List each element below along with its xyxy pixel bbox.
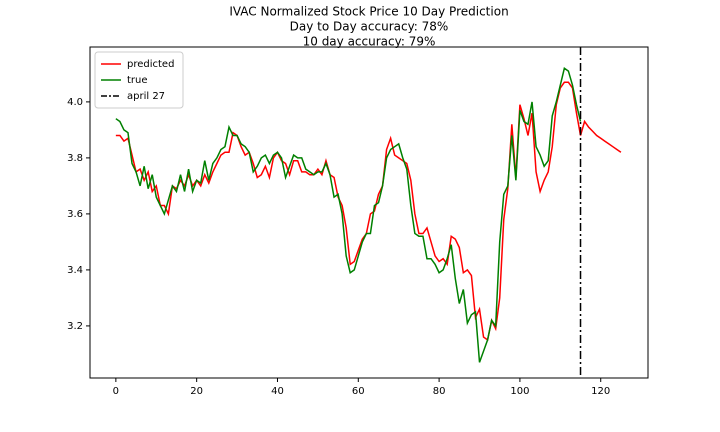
y-tick-label: 3.4 xyxy=(67,265,83,276)
legend-label: predicted xyxy=(127,59,174,70)
x-tick-label: 40 xyxy=(271,386,284,397)
x-tick-label: 100 xyxy=(510,386,529,397)
x-tick-label: 0 xyxy=(113,386,119,397)
x-tick-label: 80 xyxy=(433,386,446,397)
y-tick-label: 3.8 xyxy=(67,153,83,164)
chart-title: IVAC Normalized Stock Price 10 Day Predi… xyxy=(229,5,508,19)
legend-label: true xyxy=(127,75,148,86)
chart-subtitle: 10 day accuracy: 79% xyxy=(303,35,436,49)
x-tick-label: 20 xyxy=(190,386,203,397)
plot-frame xyxy=(89,46,649,379)
y-tick-label: 3.6 xyxy=(67,209,83,220)
data-line xyxy=(115,81,622,342)
x-tick-label: 60 xyxy=(352,386,365,397)
y-tick-label: 3.2 xyxy=(67,321,83,332)
chart-subtitle: Day to Day accuracy: 78% xyxy=(290,20,449,34)
legend-box xyxy=(94,51,184,109)
data-line xyxy=(115,67,582,363)
y-tick-label: 4.0 xyxy=(67,97,83,108)
legend-label: april 27 xyxy=(127,91,165,102)
x-tick-label: 120 xyxy=(591,386,610,397)
